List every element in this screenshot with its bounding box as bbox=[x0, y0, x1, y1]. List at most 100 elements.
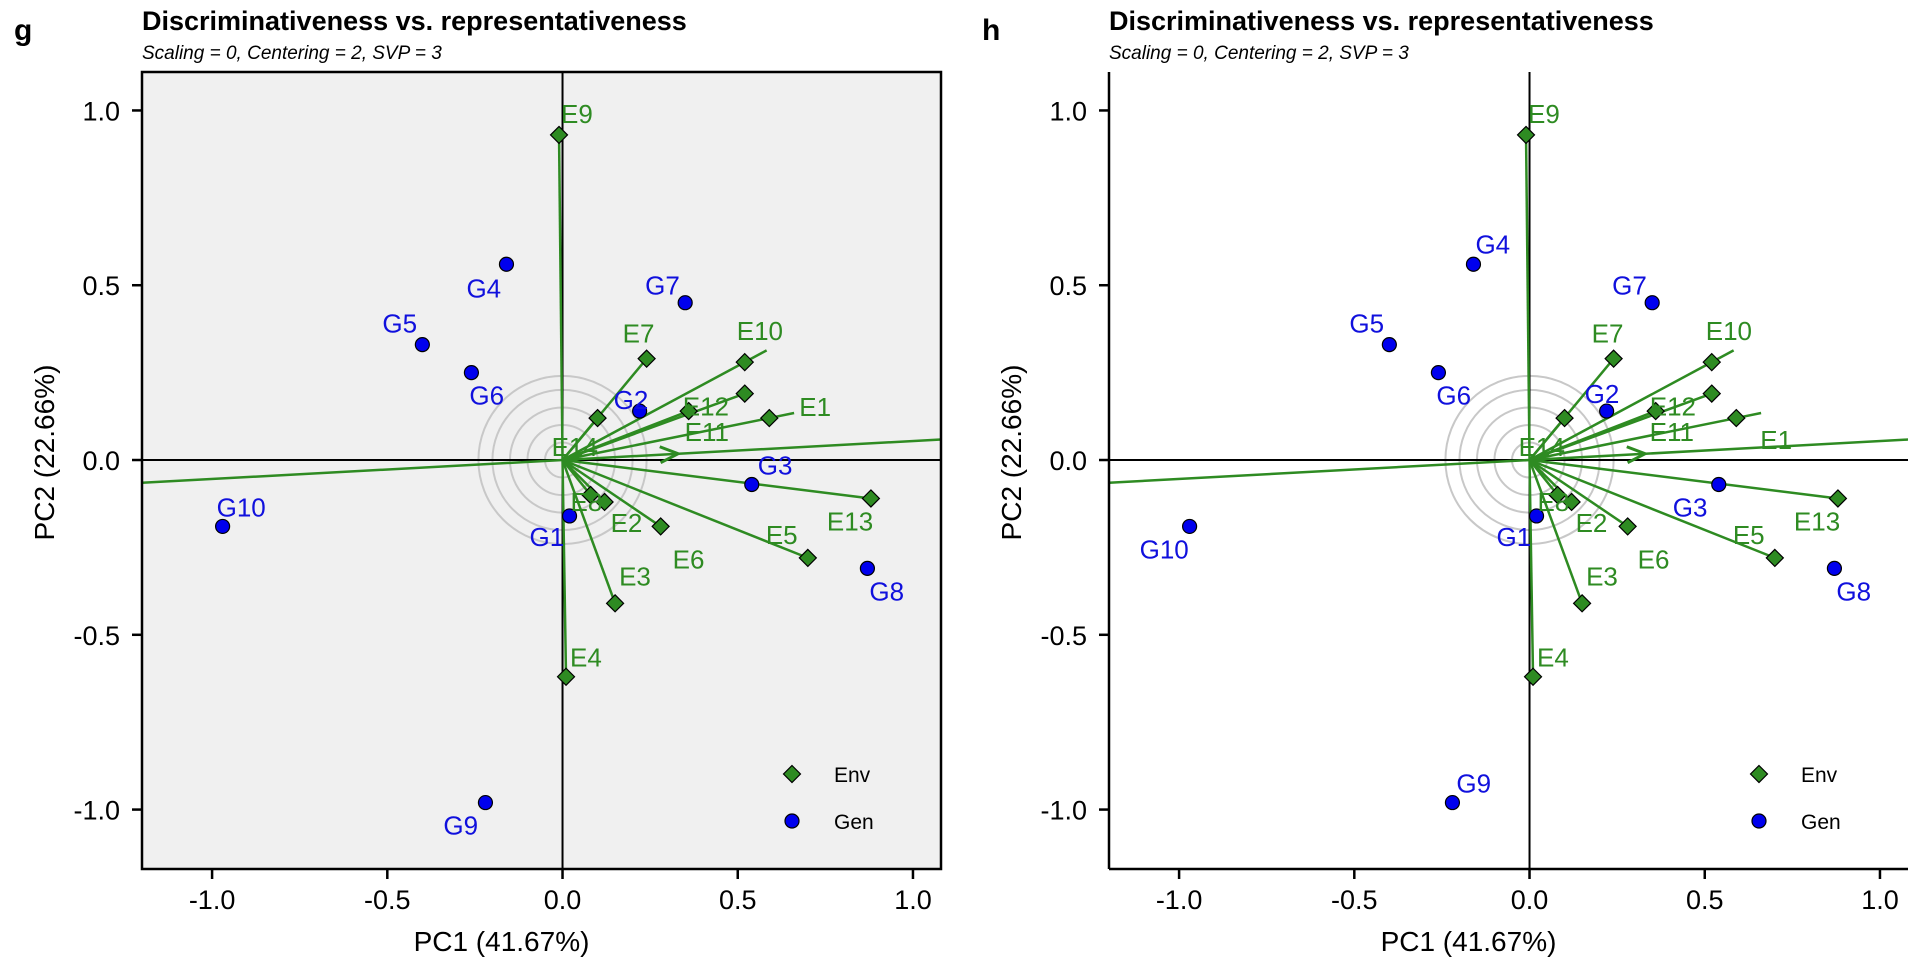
env-marker-e14 bbox=[1555, 408, 1574, 428]
env-label-e2: E2 bbox=[611, 508, 643, 538]
gen-label-g2: G2 bbox=[614, 385, 649, 415]
env-label-e3: E3 bbox=[619, 561, 651, 591]
env-vector-e10 bbox=[1528, 361, 1713, 462]
env-label-e13: E13 bbox=[827, 506, 873, 536]
env-vector-e3 bbox=[561, 459, 617, 604]
env-label-e1: E1 bbox=[799, 392, 831, 422]
chart-title: Discriminativeness vs. representativenes… bbox=[142, 6, 687, 36]
legend-env-marker bbox=[782, 764, 802, 784]
env-vector-e8 bbox=[1528, 459, 1559, 496]
gen-marker-g4 bbox=[1465, 256, 1482, 272]
y-axis-title: PC2 (22.66%) bbox=[996, 365, 1027, 541]
env-marker-e10 bbox=[735, 352, 755, 372]
env-marker-e2 bbox=[1562, 492, 1581, 512]
plot-frame bbox=[140, 70, 943, 871]
x-tick-label: 0.5 bbox=[1686, 885, 1724, 915]
gen-marker-g5 bbox=[414, 337, 430, 353]
gen-label-g1: G1 bbox=[1497, 522, 1532, 552]
env-marker-e9 bbox=[549, 125, 569, 145]
gen-label-g7: G7 bbox=[1612, 271, 1647, 301]
panel-tag: h bbox=[982, 14, 1000, 47]
env-marker-e12 bbox=[735, 384, 755, 403]
legend-env-label: Env bbox=[834, 764, 871, 787]
chart-title: Discriminativeness vs. representativenes… bbox=[1109, 6, 1654, 36]
gen-label-g4: G4 bbox=[1475, 229, 1510, 259]
legend-env-marker bbox=[1749, 764, 1769, 784]
y-axis-title: PC2 (22.66%) bbox=[29, 365, 60, 541]
y-tick-label: 0.0 bbox=[82, 446, 120, 476]
gen-label-g4: G4 bbox=[466, 273, 501, 303]
gen-marker-g8 bbox=[1826, 560, 1843, 576]
gen-marker-g3 bbox=[744, 476, 760, 493]
env-label-e4: E4 bbox=[1537, 643, 1569, 673]
plot-area bbox=[1109, 72, 1908, 869]
gen-label-g9: G9 bbox=[443, 811, 478, 841]
env-vector-e13 bbox=[562, 458, 872, 500]
gen-label-g6: G6 bbox=[469, 381, 504, 411]
env-marker-e2 bbox=[595, 492, 614, 512]
env-vector-e12 bbox=[1529, 392, 1713, 462]
env-label-e11: E11 bbox=[1650, 417, 1694, 447]
env-marker-e5 bbox=[798, 548, 818, 568]
x-tick-label: -0.5 bbox=[1331, 885, 1378, 915]
chart-subtitle: Scaling = 0, Centering = 2, SVP = 3 bbox=[142, 43, 442, 64]
gen-marker-g5 bbox=[1381, 337, 1397, 353]
env-marker-e8 bbox=[1548, 485, 1567, 505]
gen-label-g1: G1 bbox=[530, 522, 565, 552]
env-vector-e1 bbox=[562, 416, 770, 462]
chart-panel-h: h Discriminativeness vs. representativene… bbox=[982, 6, 1908, 957]
env-label-e12: E12 bbox=[1650, 392, 1696, 422]
legend-gen-marker bbox=[1751, 813, 1767, 829]
env-marker-e7 bbox=[1604, 349, 1623, 368]
env-marker-e5 bbox=[1765, 548, 1785, 568]
gen-marker-g6 bbox=[1430, 365, 1447, 381]
y-tick-label: 1.0 bbox=[1049, 96, 1087, 126]
x-tick-label: -0.5 bbox=[364, 885, 411, 915]
env-label-e14: E14 bbox=[552, 432, 598, 462]
gen-marker-g2 bbox=[632, 403, 648, 419]
env-vector-e6 bbox=[1528, 458, 1629, 528]
env-label-e12: E12 bbox=[683, 392, 729, 422]
average-environment-axis bbox=[142, 438, 941, 485]
x-axis-title: PC1 (41.67%) bbox=[1381, 926, 1557, 957]
env-vector-e3 bbox=[1528, 459, 1584, 604]
gen-label-g10: G10 bbox=[217, 492, 266, 522]
x-axis-title: PC1 (41.67%) bbox=[414, 926, 590, 957]
y-tick-label: -1.0 bbox=[1040, 796, 1087, 826]
env-vector-e13 bbox=[1529, 458, 1839, 500]
env-label-e7: E7 bbox=[623, 319, 655, 349]
y-tick-label: -1.0 bbox=[73, 796, 120, 826]
gen-marker-g7 bbox=[677, 295, 693, 311]
env-vector-e5 bbox=[1529, 458, 1776, 560]
gen-label-g3: G3 bbox=[758, 450, 793, 480]
gen-marker-g9 bbox=[477, 794, 494, 811]
x-tick-label: -1.0 bbox=[1156, 885, 1203, 915]
gen-label-g5: G5 bbox=[382, 309, 417, 339]
x-tick-label: 0.5 bbox=[719, 885, 757, 915]
env-label-e6: E6 bbox=[673, 544, 705, 574]
env-label-e9: E9 bbox=[1528, 99, 1560, 129]
env-marker-e11 bbox=[679, 401, 699, 421]
env-vector-e12 bbox=[562, 392, 746, 462]
env-vector-e4 bbox=[561, 459, 568, 677]
panel-tag: g bbox=[14, 14, 32, 47]
env-label-e14: E14 bbox=[1519, 432, 1565, 462]
x-tick-label: 1.0 bbox=[894, 885, 932, 915]
gen-marker-g1 bbox=[1528, 508, 1545, 524]
env-marker-e13 bbox=[1828, 489, 1848, 508]
average-environment-axis bbox=[1109, 438, 1908, 485]
env-label-e7: E7 bbox=[1592, 319, 1624, 349]
gen-marker-g10 bbox=[215, 518, 231, 535]
plot-background bbox=[142, 72, 941, 869]
env-label-e3: E3 bbox=[1586, 561, 1618, 591]
legend-gen-marker bbox=[784, 813, 800, 829]
plot-background bbox=[1109, 72, 1908, 869]
gen-marker-g10 bbox=[1182, 518, 1198, 535]
env-marker-e4 bbox=[1523, 667, 1543, 687]
env-label-e10: E10 bbox=[1706, 316, 1752, 346]
env-marker-e6 bbox=[651, 517, 670, 536]
env-vector-e4 bbox=[1528, 459, 1535, 677]
x-tick-label: 1.0 bbox=[1861, 885, 1899, 915]
env-label-e8: E8 bbox=[1538, 487, 1570, 517]
env-label-e8: E8 bbox=[571, 487, 603, 517]
